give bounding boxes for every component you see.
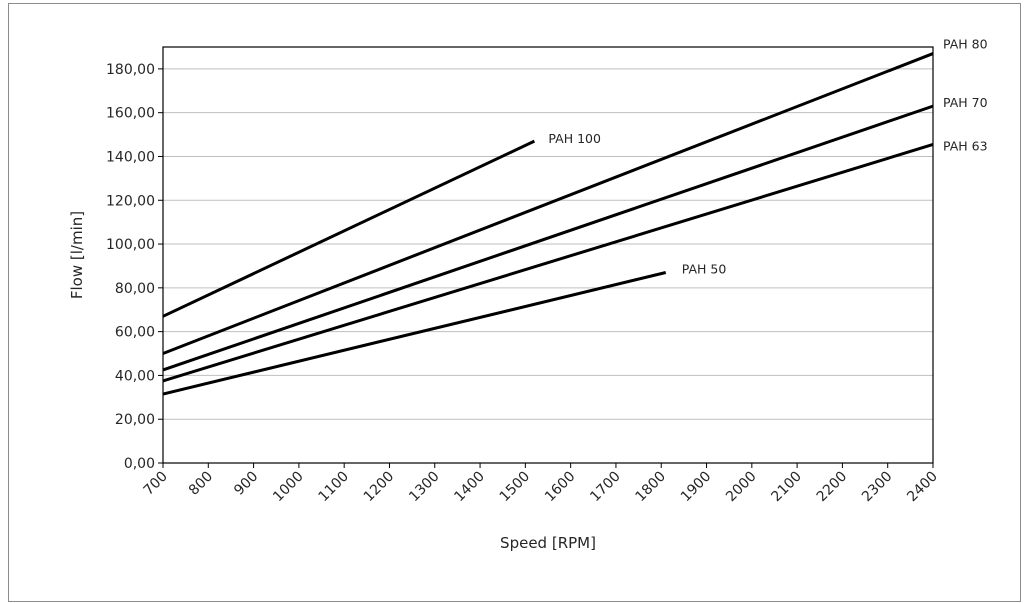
y-tick-label: 160,00 [106,106,155,122]
x-tick-label: 1500 [497,469,534,506]
series-line-pah-70 [162,104,934,372]
x-tick-label: 1900 [678,469,715,506]
y-tick-label: 60,00 [115,325,155,341]
y-axis-title: Flow [l/min] [68,211,86,299]
y-tick-label: 20,00 [115,412,155,428]
x-tick-label: 1200 [361,469,398,506]
y-tick-label: 120,00 [106,193,155,209]
series-line-pah-50 [162,271,667,396]
series-label-pah-80: PAH 80 [943,37,988,52]
x-tick-label: 1000 [270,469,307,506]
x-tick-label: 1100 [315,469,352,506]
series-labels: PAH 100 PAH 80 PAH 70 PAH 63 PAH 50 [548,37,987,277]
x-tick-label: 700 [141,469,171,499]
chart-frame [8,3,1021,602]
series-line-pah-80 [162,52,934,355]
x-tick-label: 1400 [451,469,488,506]
x-tick-label: 2400 [904,469,941,506]
x-tick-label: 900 [231,469,261,499]
y-tick-label: 140,00 [106,149,155,165]
series-line-pah-100 [162,139,536,318]
x-axis-ticks: 700 800 900 1000 1100 1200 1300 1400 1500 1600 170… [141,463,941,505]
x-tick-label: 2300 [859,469,896,506]
x-tick-label: 2200 [814,469,851,506]
y-axis-ticks: 0,00 20,00 40,00 60,00 80,00 100,00 120,00 140,… [106,62,163,472]
y-tick-label: 40,00 [115,368,155,384]
grid-lines [163,68,933,420]
x-tick-label: 2000 [723,469,760,506]
x-tick-label: 1700 [587,469,624,506]
x-tick-label: 1300 [406,469,443,506]
series-line-pah-63 [162,142,934,383]
plot-area [162,46,934,464]
series-label-pah-100: PAH 100 [548,131,601,146]
series-label-pah-50: PAH 50 [682,262,727,277]
y-tick-label: 0,00 [124,456,155,472]
x-tick-label: 1600 [542,469,579,506]
series-lines [162,52,934,396]
x-tick-label: 1800 [633,469,670,506]
series-label-pah-70: PAH 70 [943,95,988,110]
x-tick-label: 800 [186,469,216,499]
x-tick-label: 2100 [768,469,805,506]
series-label-pah-63: PAH 63 [943,138,988,153]
y-tick-label: 80,00 [115,281,155,297]
y-tick-label: 180,00 [106,62,155,78]
x-axis-title: Speed [RPM] [500,534,596,552]
y-tick-label: 100,00 [106,237,155,253]
